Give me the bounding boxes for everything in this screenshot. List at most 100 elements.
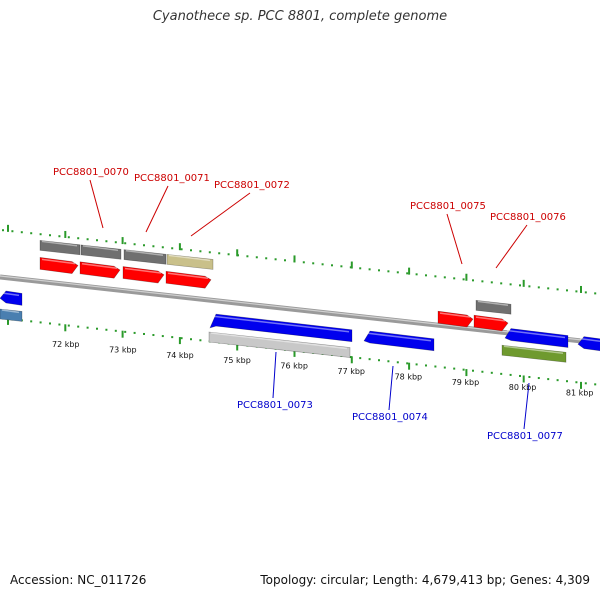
tick-dot (30, 232, 33, 235)
tick-major (350, 261, 353, 269)
tick-dot (114, 329, 117, 332)
tick-dot (77, 325, 80, 328)
kbp-label: 79 kbp (452, 378, 480, 387)
gene-0072b (166, 254, 214, 270)
tick-dot (537, 377, 540, 380)
tick-major (293, 255, 296, 263)
tick-dot (11, 230, 14, 233)
tick-dot (190, 338, 192, 341)
cds-0075 (437, 310, 474, 328)
tick-dot (396, 271, 399, 274)
tick-dot (566, 380, 568, 383)
tick-dot (227, 253, 230, 256)
tick-dot (96, 239, 98, 242)
kbp-label: 72 kbp (52, 340, 80, 349)
tick-major (64, 230, 67, 238)
tick-dot (340, 265, 343, 268)
gene-0069-shine (1, 309, 20, 314)
leader-line (272, 351, 277, 399)
kbp-labels: 72 kbp 73 kbp 74 kbp 75 kbp 76 kbp 77 kbp 78 k… (52, 340, 593, 398)
tick-dot (152, 245, 155, 248)
tick-dot (180, 337, 183, 340)
leader-line (446, 213, 463, 265)
gene-0070 (39, 240, 81, 256)
cds-0073 (209, 313, 353, 343)
tick-dot (105, 240, 108, 243)
gene-label-forward: PCC8801_0072 (214, 180, 290, 191)
leader-line (495, 224, 528, 269)
kbp-label: 73 kbp (109, 345, 137, 354)
kbp-label: 81 kbp (566, 389, 594, 398)
leader-line (89, 179, 104, 229)
genome-summary-text: Topology: circular; Length: 4,679,413 bp… (260, 573, 590, 587)
tick-dot (490, 371, 493, 374)
tick-dot (500, 372, 503, 375)
tick-major (350, 356, 353, 364)
tick-dot (180, 248, 183, 251)
tick-dot (378, 359, 380, 362)
tick-dot (387, 360, 390, 363)
kbp-label: 77 kbp (338, 367, 366, 376)
tick-dot (434, 365, 437, 368)
tick-dot (556, 288, 559, 291)
tick-dot (321, 263, 324, 266)
tick-major (236, 343, 239, 351)
tick-dot (331, 264, 333, 267)
gene-0076-shine (477, 300, 509, 306)
tick-major (7, 224, 9, 232)
tick-dot (594, 383, 597, 386)
tick-dot (537, 286, 540, 289)
cds-0073-shine (211, 315, 350, 333)
gene-0071-shine (82, 245, 119, 252)
tick-dot (199, 339, 202, 342)
cds-0072b-shine (167, 272, 209, 279)
tick-major (580, 381, 582, 389)
tick-dot (359, 357, 362, 360)
tick-dot (58, 235, 61, 238)
tick-dot (49, 234, 51, 237)
tick-dot (509, 373, 512, 376)
kbp-label: 74 kbp (166, 351, 194, 360)
cds-0069-shine (1, 292, 20, 297)
tick-major (178, 337, 181, 345)
tick-dot (67, 236, 70, 239)
tick-dot (462, 368, 465, 371)
kbp-label: 80 kbp (509, 383, 537, 392)
tick-dot (20, 231, 23, 234)
tick-dot (575, 381, 578, 384)
tick-dot (575, 290, 578, 293)
tick-dot (566, 289, 568, 292)
tick-dot (519, 284, 521, 287)
tick-dot (39, 233, 42, 236)
tick-dot (255, 256, 258, 259)
gene-0071 (80, 244, 122, 260)
gene-labels: PCC8801_0070 PCC8801_0071 PCC8801_0072 PCC8… (53, 167, 566, 442)
gene-0072a (123, 249, 167, 265)
cds-0074-shine (365, 332, 432, 342)
tick-dot (274, 258, 277, 261)
tick-major (64, 324, 67, 332)
tick-dot (584, 382, 587, 385)
tick-dot (96, 327, 98, 330)
tick-dot (453, 367, 456, 370)
label-leader-lines (89, 179, 530, 430)
upper-tick-ring (2, 224, 597, 295)
tick-dot (472, 279, 474, 282)
tick-major (580, 285, 582, 293)
tick-dot (368, 268, 371, 271)
tick-dot (425, 364, 427, 367)
tick-dot (2, 229, 4, 232)
tick-dot (434, 275, 437, 278)
feature-track (0, 240, 600, 363)
leader-line (523, 382, 530, 430)
tick-dot (171, 336, 174, 339)
cds-0078-shine (579, 337, 600, 342)
tick-major (236, 249, 239, 257)
tick-dot (453, 277, 456, 280)
tick-dot (284, 259, 286, 262)
tick-dot (387, 270, 390, 273)
tick-dot (86, 326, 89, 329)
tick-dot (368, 358, 371, 361)
tick-dot (490, 281, 493, 284)
